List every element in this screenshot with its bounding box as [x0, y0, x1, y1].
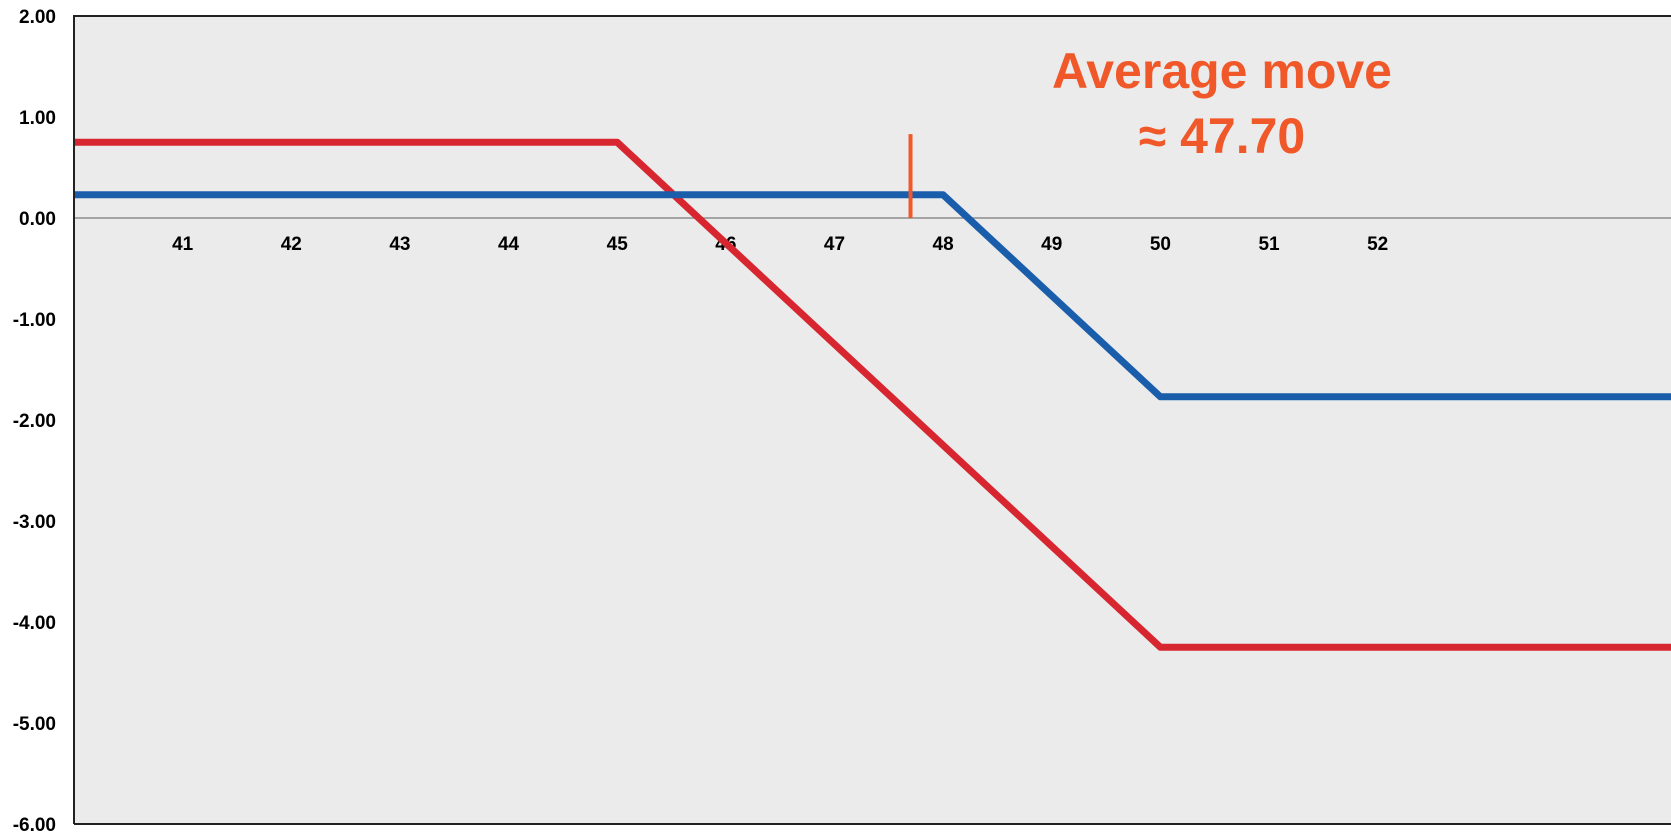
- annotation-line-2: ≈ 47.70: [1139, 108, 1305, 164]
- y-tick-label: 0.00: [19, 209, 56, 230]
- x-tick-label: 48: [933, 234, 954, 255]
- x-tick-label: 52: [1367, 234, 1388, 255]
- x-tick-label: 44: [498, 234, 520, 255]
- y-tick-label: -4.00: [13, 613, 56, 634]
- x-tick-label: 47: [824, 234, 845, 255]
- annotation-line-1: Average move: [1052, 43, 1392, 99]
- y-tick-label: -3.00: [13, 512, 56, 533]
- y-tick-label: -2.00: [13, 411, 56, 432]
- x-tick-label: 49: [1041, 234, 1062, 255]
- x-tick-label: 42: [281, 234, 302, 255]
- y-tick-label: -6.00: [13, 815, 56, 835]
- y-tick-label: -1.00: [13, 310, 56, 331]
- x-tick-label: 41: [172, 234, 194, 255]
- x-tick-label: 45: [607, 234, 629, 255]
- y-tick-label: 1.00: [19, 108, 56, 129]
- y-tick-label: 2.00: [19, 7, 56, 28]
- red-series-line: [74, 138, 1671, 651]
- plot-frame: [73, 15, 1671, 824]
- x-tick-label: 51: [1258, 234, 1280, 255]
- y-tick-label: -5.00: [13, 714, 56, 735]
- plot-background: [74, 16, 1671, 824]
- blue-series-line: [74, 191, 1671, 401]
- x-tick-label: 43: [389, 234, 410, 255]
- x-tick-label: 50: [1150, 234, 1171, 255]
